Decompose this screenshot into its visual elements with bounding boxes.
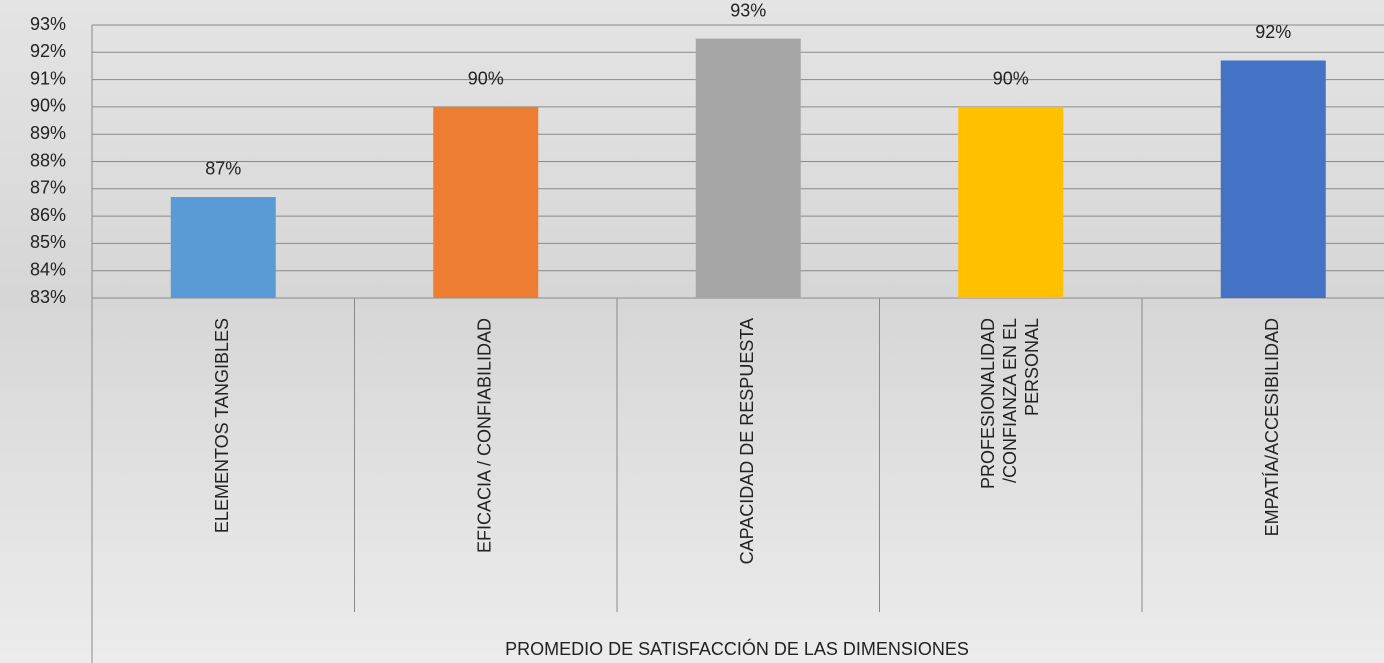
y-tick-label: 87% [30,178,66,198]
y-tick-label: 85% [30,232,66,252]
x-tick-label: ELEMENTOS TANGIBLES [212,318,232,533]
data-label: 92% [1255,22,1291,42]
y-tick-label: 89% [30,123,66,143]
x-tick-label: PROFESIONALIDAD/CONFIANZA EN EL PERSONAL [978,318,1042,489]
y-tick-label: 91% [30,68,66,88]
data-label: 87% [205,159,241,179]
data-label: 90% [993,69,1029,89]
y-tick-label: 88% [30,150,66,170]
bar [170,196,276,298]
y-tick-label: 93% [30,14,66,34]
bar [695,38,801,299]
y-tick-label: 83% [30,287,66,307]
y-tick-label: 92% [30,41,66,61]
bar [958,106,1064,299]
y-tick-label: 84% [30,259,66,279]
data-label: 90% [468,69,504,89]
bar [433,106,539,299]
x-axis-title: PROMEDIO DE SATISFACCIÓN DE LAS DIMENSIO… [505,638,969,659]
y-tick-label: 90% [30,96,66,116]
y-tick-label: 86% [30,205,66,225]
x-tick-label: EFICACIA / CONFIABILIDAD [475,318,495,553]
bar [1220,60,1326,298]
data-label: 93% [730,0,766,20]
x-tick-label: CAPACIDAD DE RESPUESTA [737,318,757,564]
x-tick-label: EMPATÍA/ACCESIBILIDAD [1262,318,1282,536]
